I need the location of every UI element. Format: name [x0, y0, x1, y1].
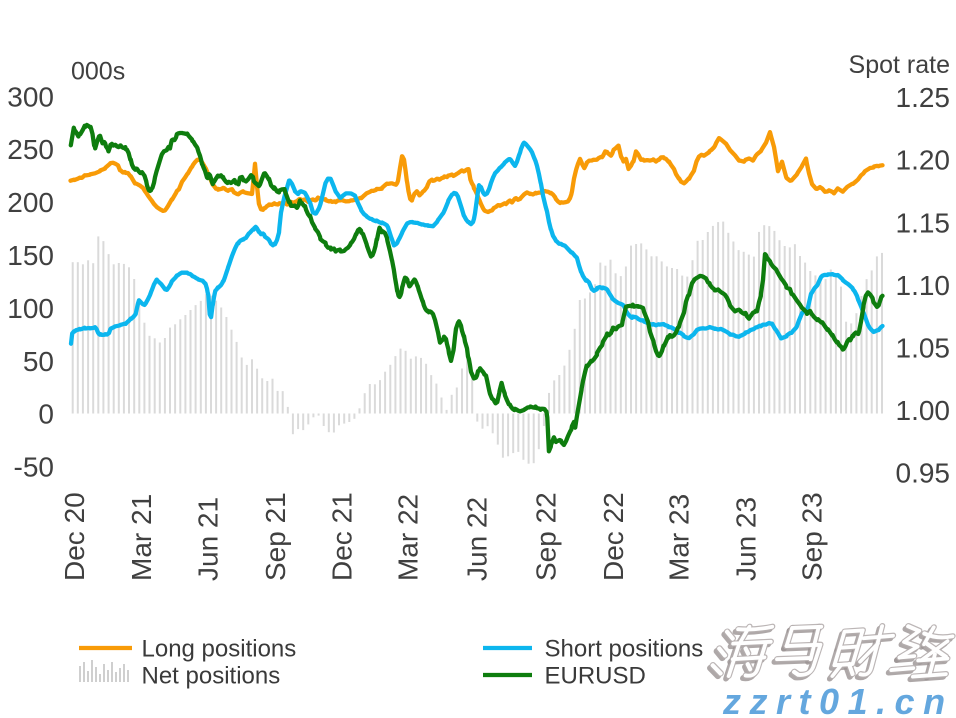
svg-text:Net positions: Net positions — [142, 663, 281, 690]
svg-text:Mar 23: Mar 23 — [663, 494, 694, 581]
svg-text:200: 200 — [7, 187, 54, 218]
svg-text:Spot rate: Spot rate — [849, 51, 950, 79]
svg-text:1.05: 1.05 — [896, 332, 951, 363]
svg-text:Jun 22: Jun 22 — [462, 497, 493, 581]
svg-text:1.15: 1.15 — [896, 207, 951, 238]
svg-text:1.25: 1.25 — [896, 82, 951, 113]
svg-text:0.95: 0.95 — [896, 458, 951, 489]
svg-text:Jun 23: Jun 23 — [730, 497, 761, 581]
svg-text:000s: 000s — [71, 58, 125, 86]
svg-text:Sep 21: Sep 21 — [260, 492, 291, 581]
svg-text:250: 250 — [7, 134, 54, 165]
svg-text:Dec 22: Dec 22 — [598, 492, 629, 581]
svg-text:Short positions: Short positions — [545, 636, 704, 663]
svg-text:Sep 23: Sep 23 — [797, 492, 828, 581]
svg-text:-50: -50 — [14, 452, 54, 483]
svg-text:Sep 22: Sep 22 — [531, 492, 562, 581]
svg-text:Mar 22: Mar 22 — [393, 494, 424, 581]
svg-text:Jun 21: Jun 21 — [193, 497, 224, 581]
svg-text:Long positions: Long positions — [142, 636, 297, 663]
svg-text:Dec 20: Dec 20 — [59, 492, 90, 581]
svg-text:1.00: 1.00 — [896, 395, 951, 426]
svg-text:1.10: 1.10 — [896, 270, 951, 301]
svg-text:EURUSD: EURUSD — [545, 663, 646, 690]
svg-text:0: 0 — [38, 399, 54, 430]
svg-text:100: 100 — [7, 293, 54, 324]
svg-text:Mar 21: Mar 21 — [126, 494, 157, 581]
svg-text:300: 300 — [7, 81, 54, 112]
svg-text:150: 150 — [7, 240, 54, 271]
svg-text:50: 50 — [23, 346, 54, 377]
svg-text:1.20: 1.20 — [896, 145, 951, 176]
svg-text:Dec 21: Dec 21 — [327, 492, 358, 581]
svg-text:zzrt01.cn: zzrt01.cn — [722, 681, 954, 718]
